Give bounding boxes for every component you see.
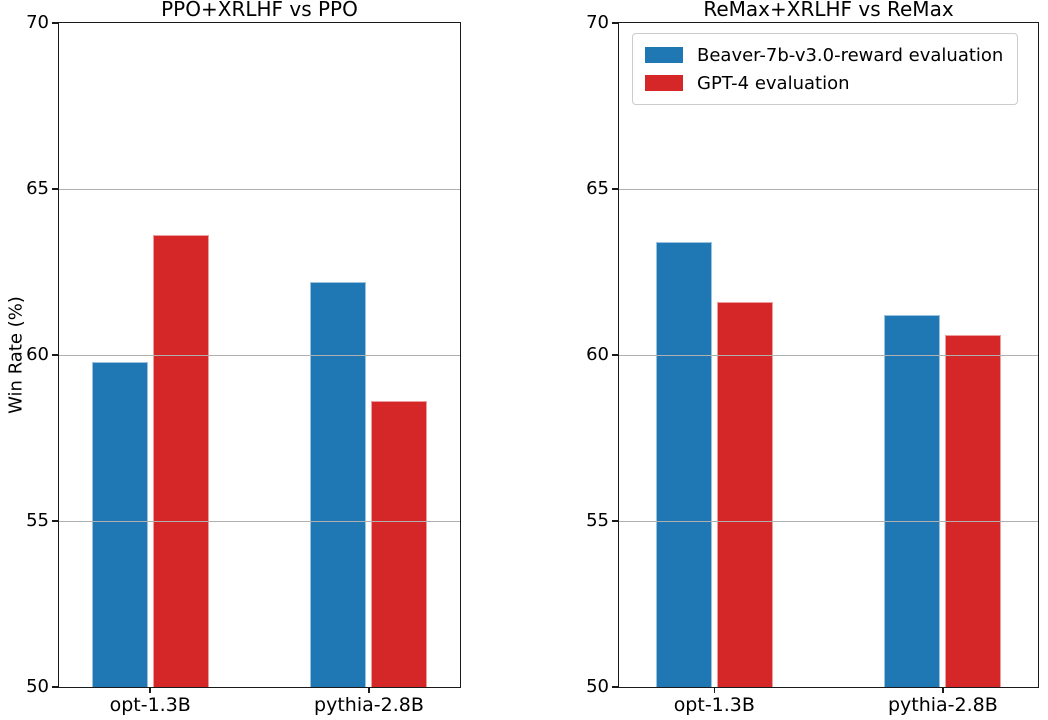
y-tick-mark-60 xyxy=(52,354,59,356)
x-tick-label-pythia-2.8b: pythia-2.8B xyxy=(314,694,424,716)
bar-gpt-4-pythia-2.8b xyxy=(945,335,1002,687)
x-tick-label-opt-1.3b: opt-1.3B xyxy=(673,694,755,716)
gridline-55 xyxy=(619,520,1038,522)
legend-swatch-beaver-7b-v3.0-reward xyxy=(645,47,683,63)
gridline-60 xyxy=(59,354,460,356)
bar-gpt-4-opt-1.3b xyxy=(716,301,773,687)
legend-item-beaver-7b-v3.0-reward: Beaver-7b-v3.0-reward evaluation xyxy=(645,41,1003,69)
y-tick-label-55: 55 xyxy=(26,510,49,531)
gridline-65 xyxy=(59,188,460,190)
x-tick-mark-opt-1.3b xyxy=(713,687,716,693)
y-tick-label-60: 60 xyxy=(26,344,49,365)
y-tick-label-50: 50 xyxy=(586,676,609,697)
chart-title-ppo: PPO+XRLHF vs PPO xyxy=(161,0,358,21)
chart-title-remax: ReMax+XRLHF vs ReMax xyxy=(703,0,954,21)
gridline-60 xyxy=(619,354,1038,356)
y-tick-label-70: 70 xyxy=(586,12,609,33)
y-tick-label-55: 55 xyxy=(586,510,609,531)
y-tick-mark-65 xyxy=(612,188,619,190)
legend: Beaver-7b-v3.0-reward evaluation GPT-4 ev… xyxy=(632,33,1019,105)
y-tick-label-60: 60 xyxy=(586,344,609,365)
y-tick-mark-55 xyxy=(612,520,619,522)
y-tick-label-50: 50 xyxy=(26,676,49,697)
x-tick-mark-opt-1.3b xyxy=(149,687,151,693)
bar-beaver-7b-v3.0-reward-opt-1.3b xyxy=(91,361,148,687)
x-tick-mark-pythia-2.8b xyxy=(942,687,944,693)
y-tick-mark-55 xyxy=(52,520,59,522)
x-tick-label-opt-1.3b: opt-1.3B xyxy=(109,694,191,716)
plot-area-ppo: 50 55 60 65 70 opt-1.3B pythia-2.8B xyxy=(26,12,461,716)
bar-gpt-4-pythia-2.8b xyxy=(371,401,428,687)
y-tick-mark-70 xyxy=(612,22,619,24)
y-tick-mark-65 xyxy=(52,188,59,190)
x-tick-mark-pythia-2.8b xyxy=(368,687,370,693)
y-tick-mark-50 xyxy=(612,686,619,688)
y-tick-mark-50 xyxy=(52,686,59,688)
y-tick-mark-60 xyxy=(612,354,619,356)
legend-swatch-gpt-4 xyxy=(645,75,683,91)
y-tick-mark-70 xyxy=(52,22,59,24)
x-tick-label-pythia-2.8b: pythia-2.8B xyxy=(887,694,998,716)
y-tick-label-65: 65 xyxy=(586,178,609,199)
gridline-55 xyxy=(59,520,460,522)
bar-gpt-4-opt-1.3b xyxy=(152,235,209,687)
plot-area-remax: 50 55 60 65 70 opt-1.3B pythia-2.8B Beaver-7b-v… xyxy=(586,12,1039,716)
gridline-65 xyxy=(619,188,1038,190)
y-tick-label-70: 70 xyxy=(26,12,49,33)
bar-beaver-7b-v3.0-reward-opt-1.3b xyxy=(655,242,712,687)
legend-item-gpt-4: GPT-4 evaluation xyxy=(645,69,1003,97)
bar-beaver-7b-v3.0-reward-pythia-2.8b xyxy=(310,281,367,687)
legend-label-beaver-7b-v3.0-reward: Beaver-7b-v3.0-reward evaluation xyxy=(697,44,1004,66)
legend-label-gpt-4: GPT-4 evaluation xyxy=(697,72,850,94)
y-tick-label-65: 65 xyxy=(26,178,49,199)
bar-beaver-7b-v3.0-reward-pythia-2.8b xyxy=(884,315,941,687)
